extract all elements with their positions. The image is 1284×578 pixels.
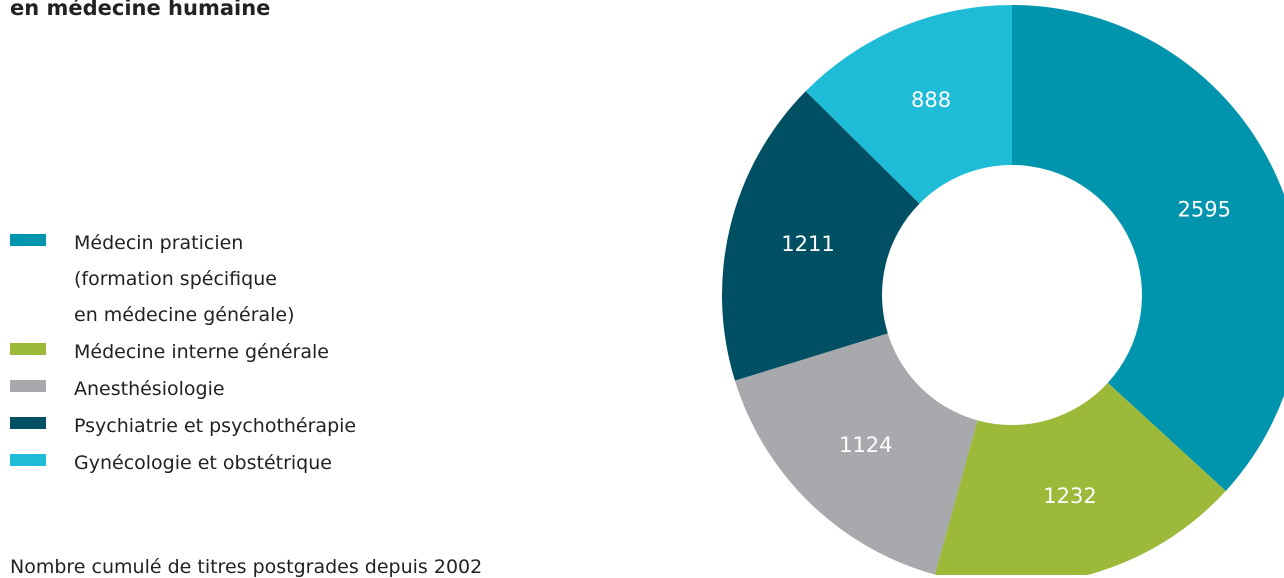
data-label: 888 (911, 88, 951, 112)
legend-label: Gynécologie et obstétrique (74, 452, 332, 474)
legend-swatch (10, 234, 46, 246)
donut-segment (734, 333, 978, 575)
legend-entry: Médecin praticien (formation spécifique … (10, 225, 356, 333)
data-label: 1232 (1043, 484, 1096, 508)
legend-label: Psychiatrie et psychothérapie (74, 415, 357, 437)
chart-title: en médecine humaine (10, 0, 271, 20)
data-label: 1211 (781, 232, 834, 256)
legend-label: Médecin praticien (formation spécifique … (74, 232, 295, 326)
legend-entry: Médecine interne générale (10, 334, 356, 370)
legend: Médecin praticien (formation spécifique … (10, 225, 356, 482)
legend-swatch (10, 454, 46, 466)
data-label: 2595 (1177, 197, 1230, 221)
legend-entry: Gynécologie et obstétrique (10, 445, 356, 481)
donut-segment (805, 5, 1012, 204)
footnote: Nombre cumulé de titres postgrades depui… (10, 556, 483, 578)
legend-swatch (10, 417, 46, 429)
donut-segment (1012, 5, 1284, 491)
legend-swatch (10, 380, 46, 392)
legend-entry: Anesthésiologie (10, 371, 356, 407)
legend-swatch (10, 343, 46, 355)
legend-label: Anesthésiologie (74, 378, 225, 400)
donut-segment (721, 91, 920, 381)
legend-entry: Psychiatrie et psychothérapie (10, 408, 356, 444)
donut-segment (934, 382, 1226, 575)
legend-label: Médecine interne générale (74, 341, 329, 363)
data-label: 1124 (839, 433, 892, 457)
